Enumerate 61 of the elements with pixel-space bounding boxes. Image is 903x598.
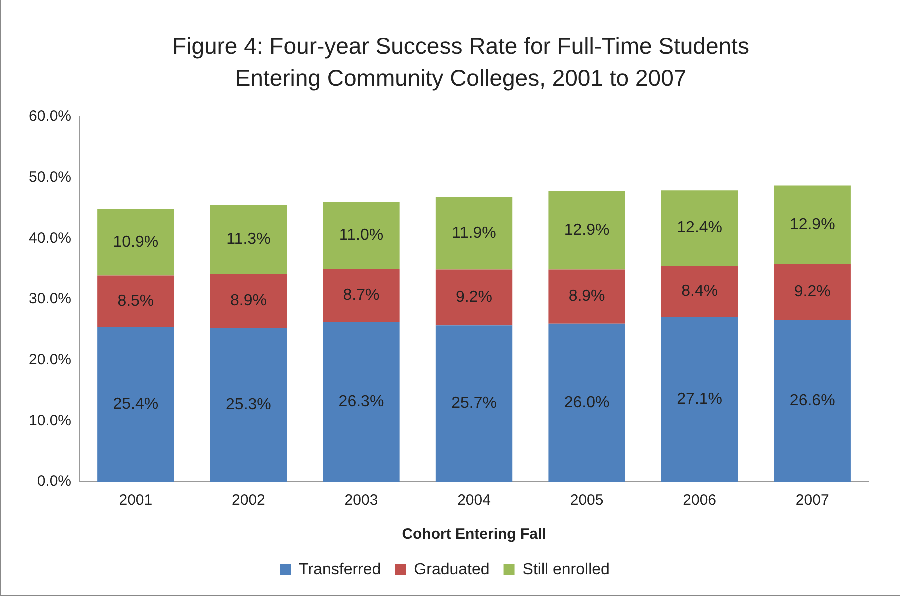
- data-label: 9.2%: [794, 284, 831, 301]
- data-label: 25.4%: [113, 396, 159, 414]
- bar: [98, 276, 174, 328]
- data-label: 11.3%: [226, 230, 271, 248]
- data-label: 11.9%: [452, 224, 496, 242]
- y-tick-label: 60.0%: [28, 108, 72, 126]
- bar: [323, 269, 400, 322]
- bar: [98, 327, 174, 482]
- bar: [774, 264, 851, 320]
- x-tick-label: 2003: [344, 492, 378, 510]
- bar: [210, 328, 288, 482]
- x-tick-label: 2007: [796, 492, 830, 510]
- bar: [210, 274, 288, 328]
- y-tick-label: 30.0%: [28, 290, 72, 308]
- data-label: 26.6%: [790, 392, 836, 410]
- bar: [98, 209, 174, 276]
- data-label: 25.3%: [226, 396, 272, 414]
- bar: [436, 326, 513, 482]
- data-label: 8.5%: [118, 293, 154, 310]
- chart-title: Figure 4: Four-year Success Rate for Full-Time Students Entering Community Colleges, 2001 to 2007: [172, 32, 750, 93]
- data-label: 12.9%: [790, 216, 836, 234]
- data-label: 26.3%: [338, 393, 384, 410]
- bar: [774, 186, 851, 264]
- bar: [661, 266, 738, 318]
- data-label: 27.1%: [677, 390, 723, 408]
- x-tick-label: 2005: [570, 492, 604, 510]
- y-tick-label: 10.0%: [28, 412, 72, 430]
- x-tick-label: 2001: [119, 492, 153, 510]
- bar: [436, 197, 513, 270]
- data-label: 8.7%: [343, 286, 380, 304]
- bar: [661, 190, 738, 266]
- data-label: 12.9%: [564, 222, 610, 239]
- x-tick-label: 2006: [683, 492, 717, 510]
- legend-label: Transferred: [299, 561, 382, 578]
- data-label: 12.4%: [677, 220, 723, 237]
- y-tick-label: 20.0%: [28, 351, 72, 368]
- bar: [323, 202, 400, 270]
- y-tick-label: 50.0%: [28, 168, 72, 186]
- data-label: 8.9%: [568, 288, 606, 306]
- bar: [323, 322, 400, 482]
- y-tick-label: 0.0%: [37, 473, 72, 490]
- bar: [436, 270, 513, 326]
- x-axis-title: Cohort Entering Fall: [402, 526, 546, 544]
- bar: [548, 324, 626, 482]
- data-label: 25.7%: [452, 395, 497, 412]
- data-label: 10.9%: [113, 234, 159, 252]
- bar: [661, 317, 738, 482]
- data-label: 8.9%: [230, 292, 267, 310]
- data-label: 8.4%: [682, 283, 718, 300]
- bar: [548, 191, 626, 270]
- y-tick-label: 40.0%: [28, 230, 72, 247]
- bar: [774, 320, 851, 482]
- legend-label: Still enrolled: [522, 561, 610, 578]
- bar: [548, 270, 626, 324]
- x-tick-label: 2002: [232, 492, 266, 510]
- bar: [210, 205, 288, 274]
- legend-label: Graduated: [414, 561, 490, 578]
- data-label: 26.0%: [564, 394, 610, 412]
- data-label: 9.2%: [456, 289, 492, 306]
- x-tick-label: 2004: [458, 492, 491, 510]
- data-label: 11.0%: [339, 227, 384, 244]
